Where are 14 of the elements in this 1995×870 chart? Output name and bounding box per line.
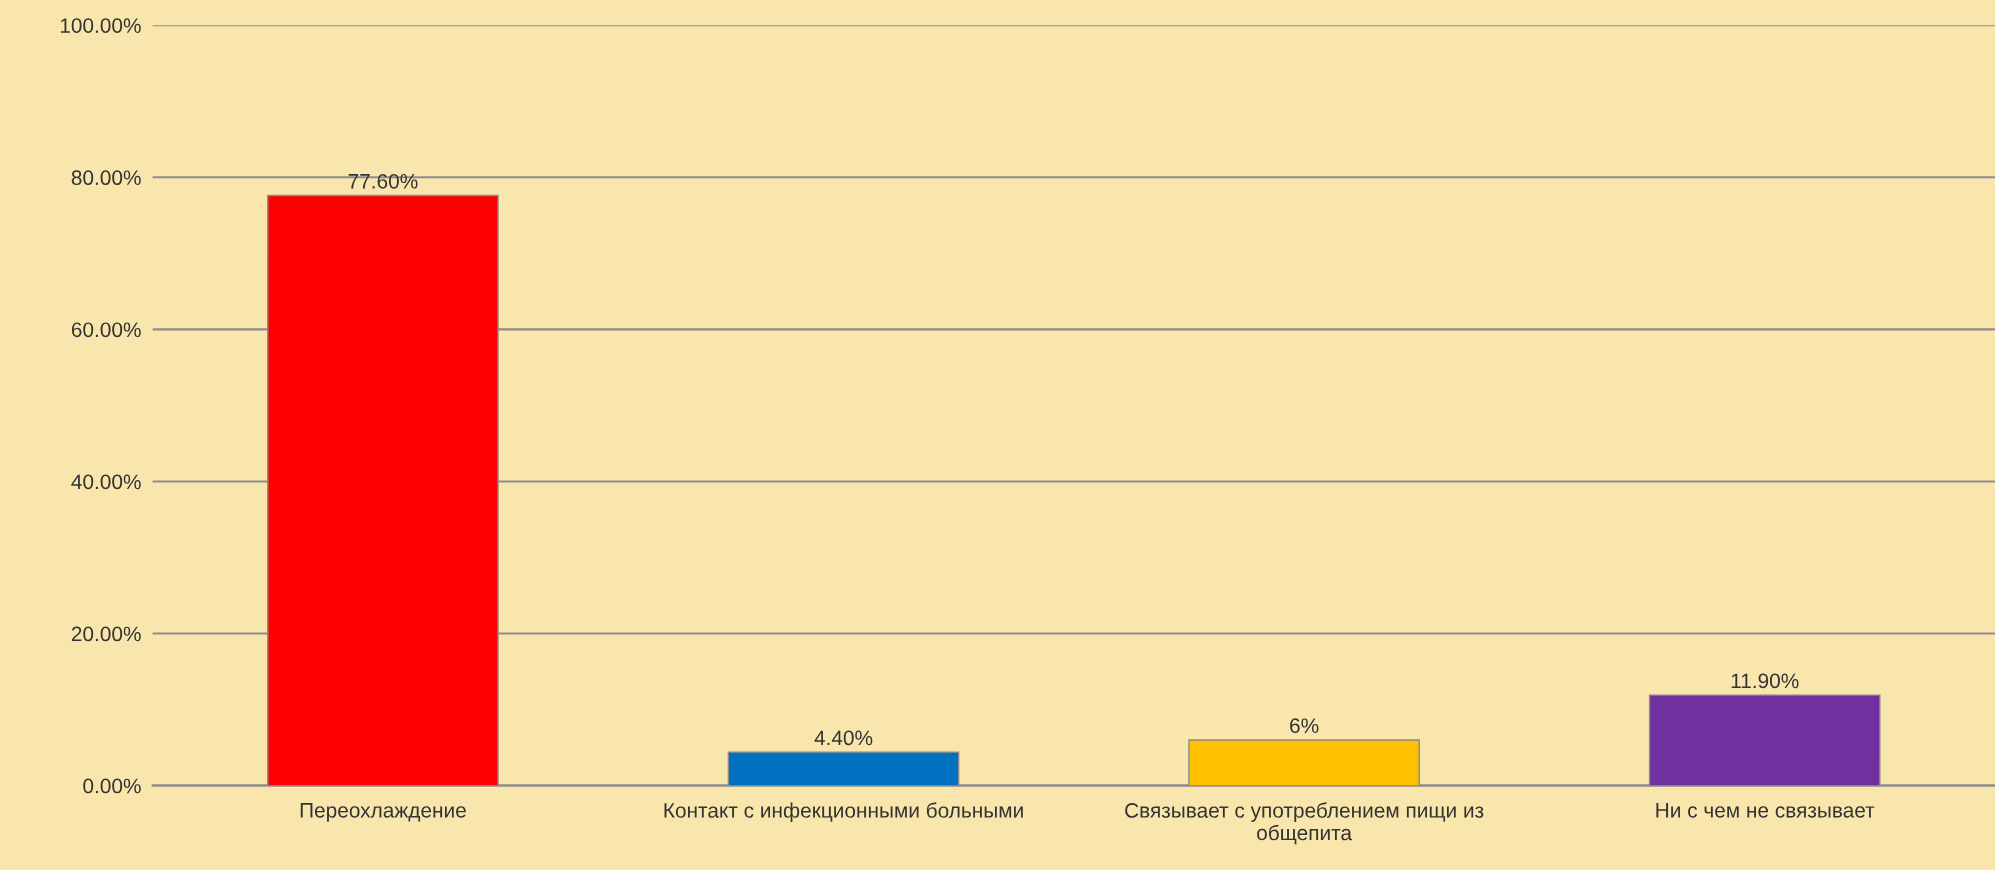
- y-tick-label: 40.00%: [71, 474, 141, 490]
- data-label: 4.40%: [814, 730, 873, 746]
- data-label: 6%: [1290, 718, 1319, 734]
- x-tick-label: Связывает с употреблением пищи из общепита: [1125, 802, 1484, 845]
- y-tick-label: 60.00%: [71, 322, 141, 338]
- data-label: 77.60%: [348, 173, 418, 189]
- y-tick-label: 0.00%: [83, 778, 141, 794]
- data-label: 11.90%: [1731, 673, 1799, 689]
- y-tick-label: 80.00%: [71, 170, 141, 186]
- x-tick-label: Ни с чем не связывает: [1656, 803, 1875, 818]
- x-tick-label: Контакт с инфекционными больными: [664, 802, 1023, 822]
- y-tick-label: 20.00%: [71, 626, 141, 642]
- y-tick-label: 100.00%: [60, 18, 141, 33]
- x-tick-label: Переохлаждение: [300, 803, 466, 822]
